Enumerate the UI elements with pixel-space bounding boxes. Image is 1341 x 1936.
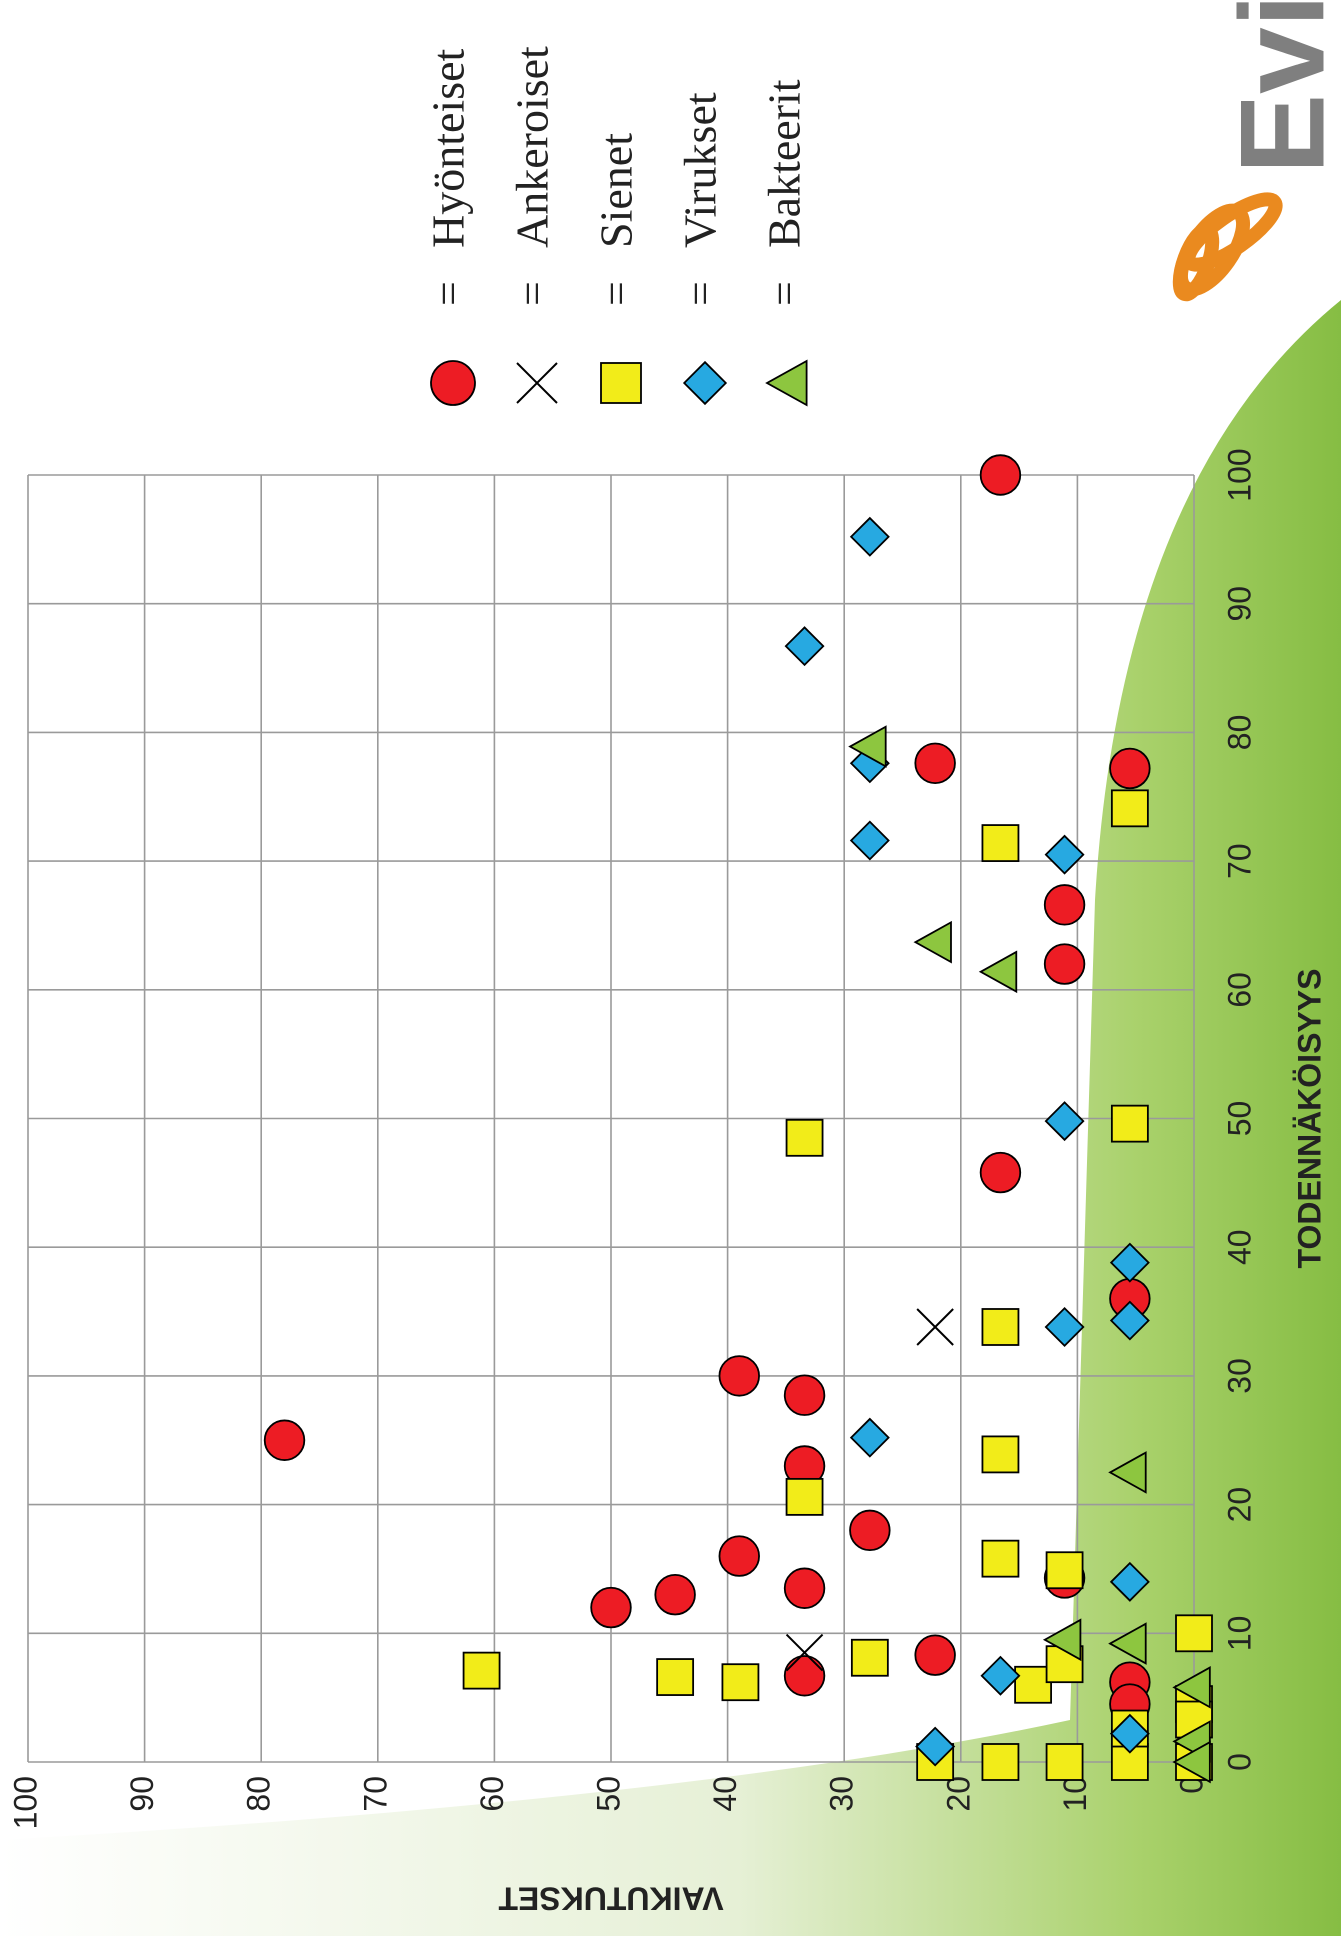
- marker-diamond: [849, 820, 890, 861]
- marker-triangle: [913, 920, 952, 964]
- legend-separator: =: [508, 281, 557, 306]
- legend-swatch: [765, 359, 808, 407]
- x-axis-title: TODENNÄKÖISYYS: [1291, 969, 1327, 1269]
- legend-label: Bakteerit: [759, 79, 810, 248]
- y-tick-label: 10: [1057, 1776, 1093, 1812]
- marker-circle: [1043, 884, 1086, 926]
- x-tick-label: 70: [1221, 843, 1257, 879]
- marker-diamond: [1109, 1242, 1150, 1283]
- marker-triangle: [1172, 1666, 1211, 1709]
- marker-square: [981, 1539, 1020, 1578]
- marker-square: [850, 1638, 889, 1677]
- y-tick-label: 40: [707, 1776, 743, 1812]
- legend-swatch: [682, 360, 728, 406]
- x-tick-label: 100: [1221, 448, 1257, 501]
- marker-square: [721, 1663, 760, 1702]
- marker-square: [981, 824, 1020, 862]
- x-tick-label: 60: [1221, 972, 1257, 1008]
- marker-circle: [1043, 943, 1086, 985]
- marker-square: [981, 1435, 1020, 1474]
- marker-triangle: [848, 725, 887, 768]
- legend-label: Ankeroiset: [507, 46, 558, 248]
- legend-swatch: [516, 362, 558, 404]
- y-tick-label: 70: [357, 1776, 393, 1812]
- marker-square: [785, 1477, 824, 1516]
- marker-circle: [849, 1509, 891, 1552]
- y-tick-label: 100: [7, 1776, 43, 1829]
- y-tick-label: 80: [241, 1776, 277, 1812]
- legend-swatch: [430, 360, 476, 406]
- x-tick-label: 50: [1221, 1101, 1257, 1137]
- marker-triangle: [1108, 1622, 1147, 1665]
- marker-circle: [1109, 747, 1151, 790]
- legend-separator: =: [424, 281, 473, 306]
- marker-x: [785, 1633, 824, 1672]
- marker-circle: [718, 1355, 760, 1397]
- legend-separator: =: [760, 281, 809, 306]
- logo-text: Evira: [1216, 0, 1341, 174]
- x-tick-label: 40: [1221, 1229, 1257, 1265]
- marker-circle: [263, 1419, 306, 1461]
- marker-diamond: [784, 626, 825, 667]
- y-tick-label: 60: [474, 1776, 510, 1812]
- marker-triangle: [978, 950, 1018, 994]
- marker-circle: [590, 1586, 632, 1629]
- y-tick-label: 20: [940, 1776, 976, 1812]
- marker-square: [1110, 1104, 1149, 1143]
- y-tick-label: 50: [590, 1776, 626, 1812]
- marker-circle: [914, 1634, 956, 1676]
- marker-diamond: [1109, 1561, 1150, 1602]
- x-tick-label: 20: [1221, 1487, 1257, 1523]
- x-tick-label: 0: [1221, 1753, 1257, 1771]
- marker-circle: [979, 1151, 1022, 1194]
- marker-diamond: [849, 1417, 890, 1458]
- marker-square: [1045, 1551, 1084, 1590]
- marker-square: [1175, 1614, 1213, 1653]
- marker-circle: [979, 454, 1022, 496]
- legend-label: Virukset: [675, 92, 726, 248]
- marker-diamond: [1044, 1307, 1085, 1347]
- marker-square: [1045, 1743, 1084, 1781]
- logo-swirl: [1172, 192, 1283, 302]
- marker-diamond: [849, 516, 890, 557]
- marker-circle: [718, 1535, 760, 1577]
- marker-x: [916, 1308, 954, 1346]
- y-axis-title: VAIKUTUKSET: [498, 1881, 724, 1917]
- legend-separator: =: [592, 281, 641, 306]
- marker-diamond: [980, 1655, 1021, 1696]
- legend-label: Sienet: [591, 133, 642, 248]
- marker-square: [462, 1651, 501, 1690]
- marker-diamond: [1044, 834, 1085, 875]
- marker-circle: [783, 1374, 826, 1416]
- marker-circle: [654, 1573, 696, 1616]
- marker-diamond: [1109, 1300, 1150, 1341]
- x-tick-label: 10: [1221, 1616, 1257, 1652]
- y-tick-label: 90: [124, 1776, 160, 1812]
- marker-square: [981, 1308, 1020, 1346]
- marker-triangle: [1042, 1618, 1082, 1662]
- x-tick-label: 80: [1221, 715, 1257, 751]
- legend-separator: =: [676, 281, 725, 306]
- x-tick-label: 90: [1221, 586, 1257, 622]
- marker-square: [785, 1118, 824, 1157]
- x-tick-label: 30: [1221, 1358, 1257, 1394]
- y-tick-label: 30: [824, 1776, 860, 1812]
- marker-circle: [914, 742, 956, 784]
- marker-square: [1014, 1665, 1052, 1704]
- marker-triangle: [1172, 1740, 1211, 1784]
- marker-circle: [783, 1567, 826, 1609]
- marker-square: [981, 1743, 1020, 1781]
- legend-swatch: [600, 362, 642, 404]
- marker-triangle: [1108, 1451, 1147, 1494]
- marker-circle: [783, 1655, 826, 1697]
- marker-square: [1110, 789, 1149, 828]
- marker-diamond: [1044, 1101, 1085, 1142]
- legend-label: Hyönteiset: [423, 48, 474, 248]
- marker-diamond: [915, 1726, 956, 1767]
- marker-square: [656, 1658, 695, 1696]
- marker-diamond: [1109, 1713, 1150, 1754]
- rotated-chart: Evira 0102030405060708090100010203040506…: [7, 0, 1341, 1917]
